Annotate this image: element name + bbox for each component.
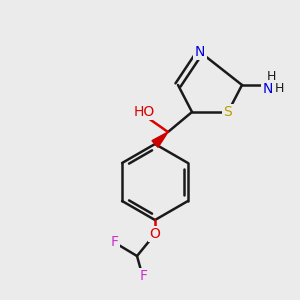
Text: S: S	[224, 105, 232, 119]
Text: N: N	[263, 82, 273, 96]
Text: F: F	[111, 235, 119, 249]
Text: H: H	[274, 82, 284, 95]
Text: F: F	[140, 269, 148, 283]
Polygon shape	[152, 132, 168, 147]
Text: H: H	[266, 70, 276, 83]
Text: HO: HO	[134, 105, 154, 119]
Text: O: O	[150, 227, 160, 241]
Text: N: N	[195, 45, 205, 59]
